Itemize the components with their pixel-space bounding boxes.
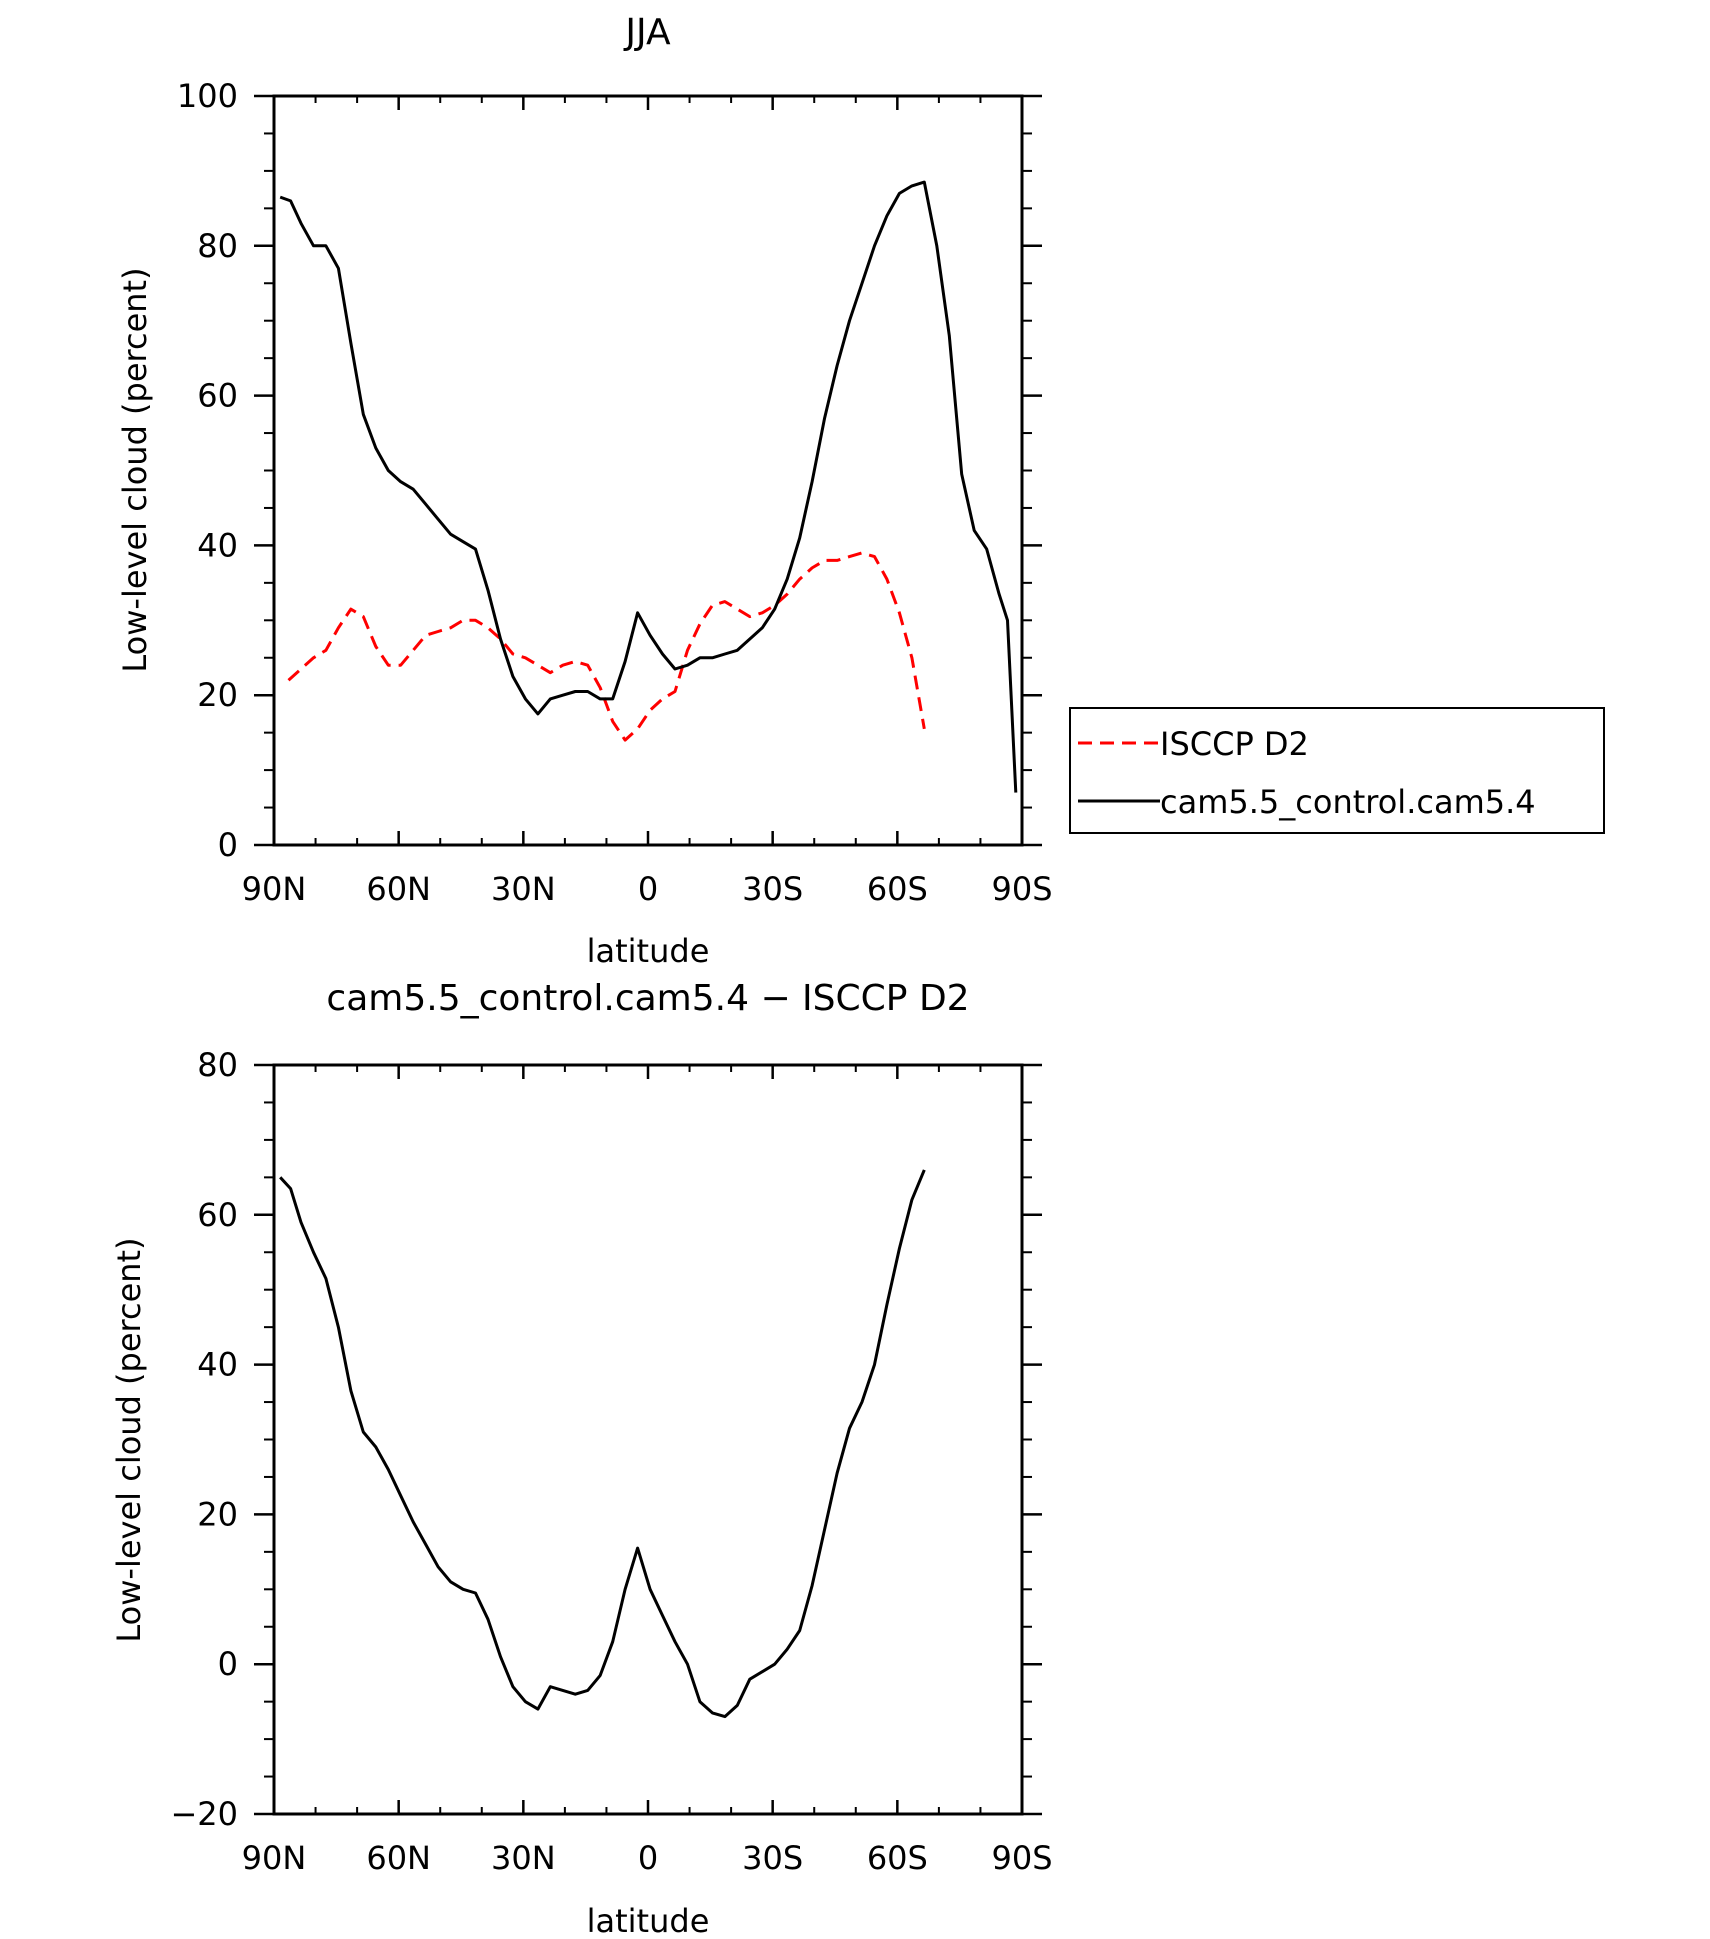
chart-title: JJA xyxy=(623,12,671,53)
series-line-1 xyxy=(279,1169,926,1719)
series-line-2 xyxy=(279,180,1018,793)
series-line-1 xyxy=(287,551,926,742)
y-tick-label: 60 xyxy=(197,1196,238,1234)
x-tick-label: 60N xyxy=(366,870,431,908)
x-tick-label: 30N xyxy=(491,870,556,908)
x-tick-label: 30S xyxy=(742,1839,803,1877)
y-tick-label: 80 xyxy=(197,227,238,265)
y-tick-label: 100 xyxy=(177,77,238,115)
y-tick-label: 20 xyxy=(197,1495,238,1533)
x-tick-label: 0 xyxy=(638,870,658,908)
y-tick-label: 0 xyxy=(218,826,238,864)
x-tick-label: 0 xyxy=(638,1839,658,1877)
x-tick-label: 90S xyxy=(991,870,1052,908)
series-group xyxy=(279,1169,926,1719)
y-tick-label: 0 xyxy=(218,1645,238,1683)
y-tick-label: 40 xyxy=(197,1346,238,1384)
y-axis-label: Low-level cloud (percent) xyxy=(116,267,154,672)
y-axis-label: Low-level cloud (percent) xyxy=(110,1237,148,1642)
chart-title: cam5.5_control.cam5.4 − ISCCP D2 xyxy=(326,978,969,1019)
x-tick-label: 90S xyxy=(991,1839,1052,1877)
x-tick-label: 30S xyxy=(742,870,803,908)
series-group xyxy=(279,180,1018,793)
y-tick-label: 80 xyxy=(197,1046,238,1084)
plot-frame xyxy=(272,1063,1024,1816)
axis-ticks: 90N 60N 30N 0 30S 60S 90S −20 0 20 40 60 80 xyxy=(170,1046,1052,1877)
legend-label-cam: cam5.5_control.cam5.4 xyxy=(1160,783,1536,821)
y-tick-label: 40 xyxy=(197,526,238,564)
chart-jja: JJA 90N 60N 30N 0 30S 60S 90S 0 20 40 60 80 100 Low-… xyxy=(116,12,1053,970)
legend: ISCCP D2 cam5.5_control.cam5.4 xyxy=(1069,707,1605,834)
x-tick-label: 30N xyxy=(491,1839,556,1877)
x-tick-label: 60S xyxy=(867,870,928,908)
legend-box xyxy=(1069,707,1605,834)
x-tick-label: 60N xyxy=(366,1839,431,1877)
y-tick-label: −20 xyxy=(170,1795,238,1833)
axis-ticks: 90N 60N 30N 0 30S 60S 90S 0 20 40 60 80 100 xyxy=(177,77,1053,908)
y-tick-label: 20 xyxy=(197,676,238,714)
x-tick-label: 90N xyxy=(242,1839,307,1877)
chart-difference: cam5.5_control.cam5.4 − ISCCP D2 90N 60N 3… xyxy=(110,978,1053,1939)
legend-label-isccp: ISCCP D2 xyxy=(1160,725,1309,763)
x-tick-label: 90N xyxy=(242,870,307,908)
plot-frame xyxy=(272,94,1024,847)
x-tick-label: 60S xyxy=(867,1839,928,1877)
x-axis-label: latitude xyxy=(587,932,710,970)
y-tick-label: 60 xyxy=(197,377,238,415)
x-axis-label: latitude xyxy=(587,1902,710,1939)
